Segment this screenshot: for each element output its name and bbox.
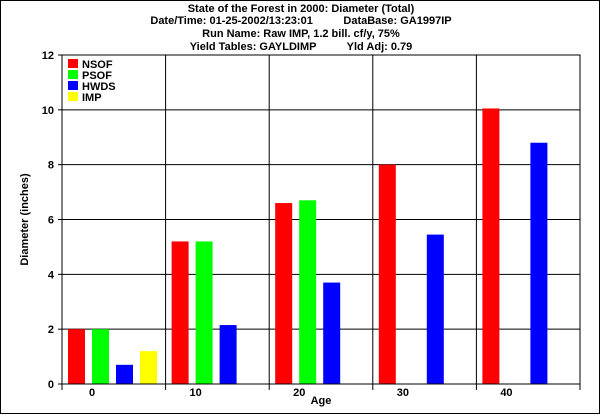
- bar-psof: [299, 200, 317, 384]
- plot-frame: [61, 54, 581, 385]
- run-name-label: Run Name: Raw IMP, 1.2 bill. cf/y, 75%: [202, 28, 400, 40]
- bar-hwds: [530, 142, 548, 384]
- legend-swatch-nsof: [68, 59, 78, 68]
- x-tick-label: 0: [89, 387, 95, 399]
- y-tick-label: 12: [42, 50, 54, 62]
- bar-psof: [92, 329, 109, 384]
- x-tick-label: 10: [190, 387, 202, 399]
- y-tick-label: 8: [48, 160, 54, 172]
- yield-adj-label: Yld Adj: 0.79: [346, 41, 413, 53]
- bar-nsof: [378, 164, 396, 384]
- legend-swatch-psof: [68, 70, 78, 79]
- bar-hwds: [219, 325, 237, 384]
- y-tick-label: 0: [48, 379, 54, 391]
- bar-nsof: [171, 241, 189, 384]
- bar-imp: [140, 351, 157, 384]
- y-axis-label: Diameter (inches): [19, 173, 31, 266]
- legend-label-imp: IMP: [82, 92, 102, 104]
- legend-label-psof: PSOF: [82, 70, 112, 82]
- bar-psof: [195, 241, 213, 384]
- chart-title: State of the Forest in 2000: Diameter (T…: [187, 3, 415, 15]
- x-tick-label: 30: [397, 387, 409, 399]
- bar-hwds: [116, 364, 133, 384]
- y-tick-label: 4: [48, 269, 55, 281]
- bar-nsof: [275, 203, 293, 384]
- database-label: DataBase: GA1997IP: [343, 15, 452, 27]
- datetime-label: Date/Time: 01-25-2002/13:23:01: [150, 15, 313, 27]
- run-info-datetime-database: Date/Time: 01-25-2002/13:23:01 DataBase:…: [1, 15, 599, 28]
- bar-nsof: [68, 329, 85, 384]
- y-tick-label: 2: [48, 324, 54, 336]
- bar-hwds: [426, 234, 444, 384]
- y-tick-label: 6: [48, 215, 54, 227]
- legend-swatch-imp: [68, 92, 78, 101]
- legend-label-nsof: NSOF: [82, 59, 113, 71]
- yield-tables-label: Yield Tables: GAYLDIMP: [189, 41, 317, 53]
- run-info-yield: Yield Tables: GAYLDIMP Yld Adj: 0.79: [1, 41, 599, 54]
- x-tick-label: 20: [293, 387, 305, 399]
- x-axis-label: Age: [311, 395, 332, 407]
- legend-swatch-hwds: [68, 81, 78, 90]
- bar-nsof: [482, 108, 500, 385]
- legend-label-hwds: HWDS: [82, 81, 116, 93]
- x-tick-label: 40: [500, 387, 512, 399]
- bar-hwds: [323, 282, 341, 384]
- y-tick-label: 10: [42, 105, 54, 117]
